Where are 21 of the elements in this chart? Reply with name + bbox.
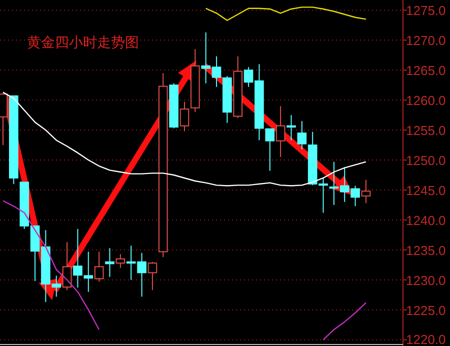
y-tick-label: 1220.0 <box>406 332 446 346</box>
line-series <box>205 6 367 21</box>
y-tick-label: 1245.0 <box>406 182 446 198</box>
candlestick <box>286 114 296 141</box>
candlestick <box>116 254 126 268</box>
y-tick-label: 1240.0 <box>406 212 446 228</box>
y-tick-label: 1250.0 <box>406 153 446 168</box>
text: 黄金四小时走势图 <box>27 35 139 51</box>
y-tick-label: 1270.0 <box>406 33 446 48</box>
candlestick <box>361 179 371 204</box>
y-tick-label: 1255.0 <box>406 123 446 138</box>
y-tick-label: 1265.0 <box>406 63 446 78</box>
candlestick <box>276 106 286 158</box>
candlestick <box>105 248 114 278</box>
y-tick-label: 1260.0 <box>406 93 446 108</box>
line-series <box>2 92 367 186</box>
y-tick-label: 1235.0 <box>406 242 446 258</box>
candlestick <box>158 72 168 258</box>
y-tick-label: 1275.0 <box>406 3 446 18</box>
y-tick-label: 1225.0 <box>406 302 446 318</box>
y-tick-label: 1230.0 <box>406 272 446 288</box>
